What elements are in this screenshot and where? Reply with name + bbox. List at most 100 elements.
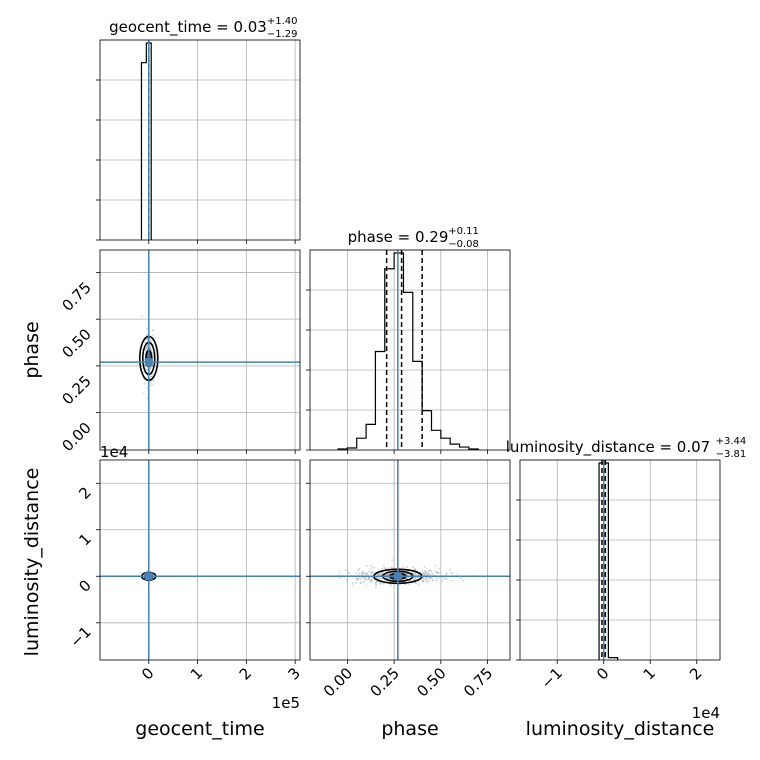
- scatter-luminosity_distance-vs-phase-sample: [356, 578, 359, 581]
- lumdist-xlabel: luminosity_distance: [526, 718, 715, 740]
- scatter-luminosity_distance-vs-phase-sample: [435, 577, 438, 580]
- scatter-luminosity_distance-vs-geocent_time-frame: [99, 459, 301, 661]
- phase-xlabel: phase: [381, 718, 438, 740]
- scatter-luminosity_distance-vs-phase-sample: [365, 577, 368, 580]
- scatter-luminosity_distance-vs-phase-sample: [415, 577, 417, 580]
- scatter-phase-vs-geocent_time-sample: [152, 355, 155, 358]
- scatter-luminosity_distance-vs-phase-truth-marker: [393, 572, 402, 581]
- scatter-phase-vs-geocent_time-sample: [150, 375, 153, 378]
- scatter-luminosity_distance-vs-phase-sample: [406, 566, 408, 569]
- scatter-luminosity_distance-vs-phase-sample: [385, 567, 387, 570]
- scatter-luminosity_distance-vs-phase-sample: [443, 577, 445, 580]
- scatter-luminosity_distance-vs-phase-sample: [370, 579, 372, 582]
- scatter-luminosity_distance-vs-phase-sample: [405, 573, 408, 575]
- scatter-luminosity_distance-vs-phase-sample: [413, 578, 416, 580]
- scatter-luminosity_distance-vs-geocent_time-bg: [100, 460, 300, 660]
- scatter-luminosity_distance-vs-phase-sample: [431, 578, 434, 581]
- scatter-luminosity_distance-vs-phase-sample: [413, 573, 416, 576]
- hist-geocent_time-title-sub: −1.29: [267, 29, 298, 40]
- scatter-phase-vs-geocent_time-sample: [150, 340, 152, 343]
- scatter-luminosity_distance-vs-phase-sample: [425, 576, 427, 579]
- scatter-luminosity_distance-vs-phase-sample: [430, 569, 432, 572]
- scatter-phase-vs-geocent_time-sample: [144, 341, 147, 344]
- scatter-luminosity_distance-vs-phase-sample: [367, 577, 370, 579]
- scatter-phase-vs-geocent_time-sample: [146, 397, 149, 399]
- scatter-phase-vs-geocent_time-sample: [149, 339, 152, 342]
- scatter-luminosity_distance-vs-phase-sample: [422, 579, 425, 582]
- scatter-luminosity_distance-vs-phase-sample: [364, 576, 367, 579]
- scatter-luminosity_distance-vs-phase-sample: [370, 567, 373, 570]
- scatter-luminosity_distance-vs-phase-sample: [424, 570, 426, 573]
- scatter-luminosity_distance-vs-phase-sample: [368, 578, 371, 580]
- scatter-luminosity_distance-vs-phase-sample: [412, 578, 415, 580]
- scatter-luminosity_distance-vs-phase-sample: [364, 572, 367, 575]
- scatter-luminosity_distance-vs-phase-sample: [411, 572, 414, 574]
- scatter-luminosity_distance-vs-phase-sample: [357, 577, 359, 580]
- lumdist-ytick-label-2: 1: [75, 530, 94, 549]
- hist-geocent_time-bars: [140, 42, 152, 240]
- scatter-luminosity_distance-vs-phase-sample: [460, 577, 463, 580]
- scatter-luminosity_distance-vs-geocent_time-sample: [139, 571, 142, 574]
- scatter-luminosity_distance-vs-phase-sample: [406, 574, 408, 576]
- scatter-luminosity_distance-vs-phase-sample: [430, 577, 432, 580]
- scatter-phase-vs-geocent_time-sample: [145, 347, 148, 350]
- scatter-luminosity_distance-vs-phase-sample: [427, 571, 429, 574]
- scatter-luminosity_distance-vs-phase-sample: [451, 572, 453, 574]
- scatter-luminosity_distance-vs-phase-sample: [358, 577, 361, 580]
- scatter-luminosity_distance-vs-phase-sample: [422, 580, 424, 583]
- scatter-phase-vs-geocent_time-sample: [150, 382, 152, 384]
- scatter-phase-vs-geocent_time-sample: [145, 334, 148, 337]
- lumdist-ylabel: luminosity_distance: [21, 468, 43, 657]
- scatter-luminosity_distance-vs-phase-sample: [375, 584, 377, 586]
- hist-phase-bg: [310, 250, 510, 450]
- scatter-luminosity_distance-vs-phase-sample: [363, 578, 366, 581]
- scatter-luminosity_distance-vs-phase-sample: [425, 581, 428, 583]
- scatter-luminosity_distance-vs-phase-sample: [422, 572, 424, 575]
- scatter-phase-vs-geocent_time-sample: [143, 382, 146, 385]
- scatter-luminosity_distance-vs-phase-sample: [357, 578, 359, 581]
- hist-geocent_time-frame: [99, 39, 301, 241]
- hist-luminosity_distance-bg: [520, 460, 720, 660]
- hist-luminosity_distance-title: luminosity_distance = 0.07: [506, 438, 710, 457]
- scatter-luminosity_distance-vs-phase-sample: [417, 574, 420, 576]
- scatter-luminosity_distance-vs-phase-sample: [363, 580, 365, 583]
- scatter-luminosity_distance-vs-phase-sample: [362, 571, 365, 573]
- scatter-luminosity_distance-vs-phase-sample: [354, 577, 357, 580]
- geocent-xtick-label-0: 0: [138, 664, 157, 683]
- scatter-luminosity_distance-vs-phase-sample: [347, 572, 350, 575]
- scatter-phase-vs-geocent_time-sample: [152, 353, 155, 356]
- scatter-luminosity_distance-vs-phase-sample: [390, 566, 393, 569]
- scatter-luminosity_distance-vs-phase-sample: [405, 578, 408, 580]
- scatter-luminosity_distance-vs-phase-sample: [415, 582, 417, 585]
- lumdist-ytick-label-1: 0: [75, 576, 94, 595]
- scatter-luminosity_distance-vs-phase-sample: [376, 580, 378, 583]
- scatter-luminosity_distance-vs-phase-sample: [422, 577, 424, 580]
- lumdist-x-offset: 1e4: [692, 704, 720, 722]
- scatter-luminosity_distance-vs-phase-sample: [380, 571, 383, 574]
- scatter-luminosity_distance-vs-phase-sample: [387, 567, 390, 570]
- geocent-xtick-label-1: 1: [187, 664, 206, 683]
- hist-luminosity_distance-bars: [598, 462, 619, 660]
- scatter-phase-vs-geocent_time-sample: [152, 384, 155, 386]
- scatter-luminosity_distance-vs-phase-sample: [363, 573, 365, 575]
- scatter-luminosity_distance-vs-phase-sample: [424, 569, 426, 572]
- scatter-luminosity_distance-vs-phase-sample: [371, 566, 374, 568]
- scatter-phase-vs-geocent_time-sample: [142, 371, 145, 374]
- scatter-luminosity_distance-vs-phase-sample: [379, 583, 381, 586]
- scatter-luminosity_distance-vs-phase-sample: [426, 576, 428, 579]
- scatter-phase-vs-geocent_time-sample: [146, 346, 149, 349]
- scatter-phase-vs-geocent_time-sample: [145, 338, 148, 340]
- hist-geocent_time-bg: [100, 40, 300, 240]
- scatter-luminosity_distance-vs-phase-sample: [364, 578, 367, 581]
- scatter-luminosity_distance-vs-phase-sample: [365, 572, 368, 575]
- scatter-luminosity_distance-vs-phase-sample: [435, 579, 438, 582]
- scatter-luminosity_distance-vs-phase-sample: [368, 579, 371, 581]
- scatter-luminosity_distance-vs-phase-sample: [348, 571, 350, 574]
- scatter-luminosity_distance-vs-phase-sample: [428, 572, 431, 575]
- scatter-luminosity_distance-vs-phase-sample: [449, 569, 451, 571]
- scatter-luminosity_distance-vs-phase-sample: [422, 580, 424, 583]
- scatter-luminosity_distance-vs-phase-sample: [366, 572, 369, 575]
- scatter-luminosity_distance-vs-phase-sample: [380, 573, 382, 576]
- hist-phase-bars: [337, 252, 479, 450]
- scatter-luminosity_distance-vs-phase-sample: [427, 573, 430, 576]
